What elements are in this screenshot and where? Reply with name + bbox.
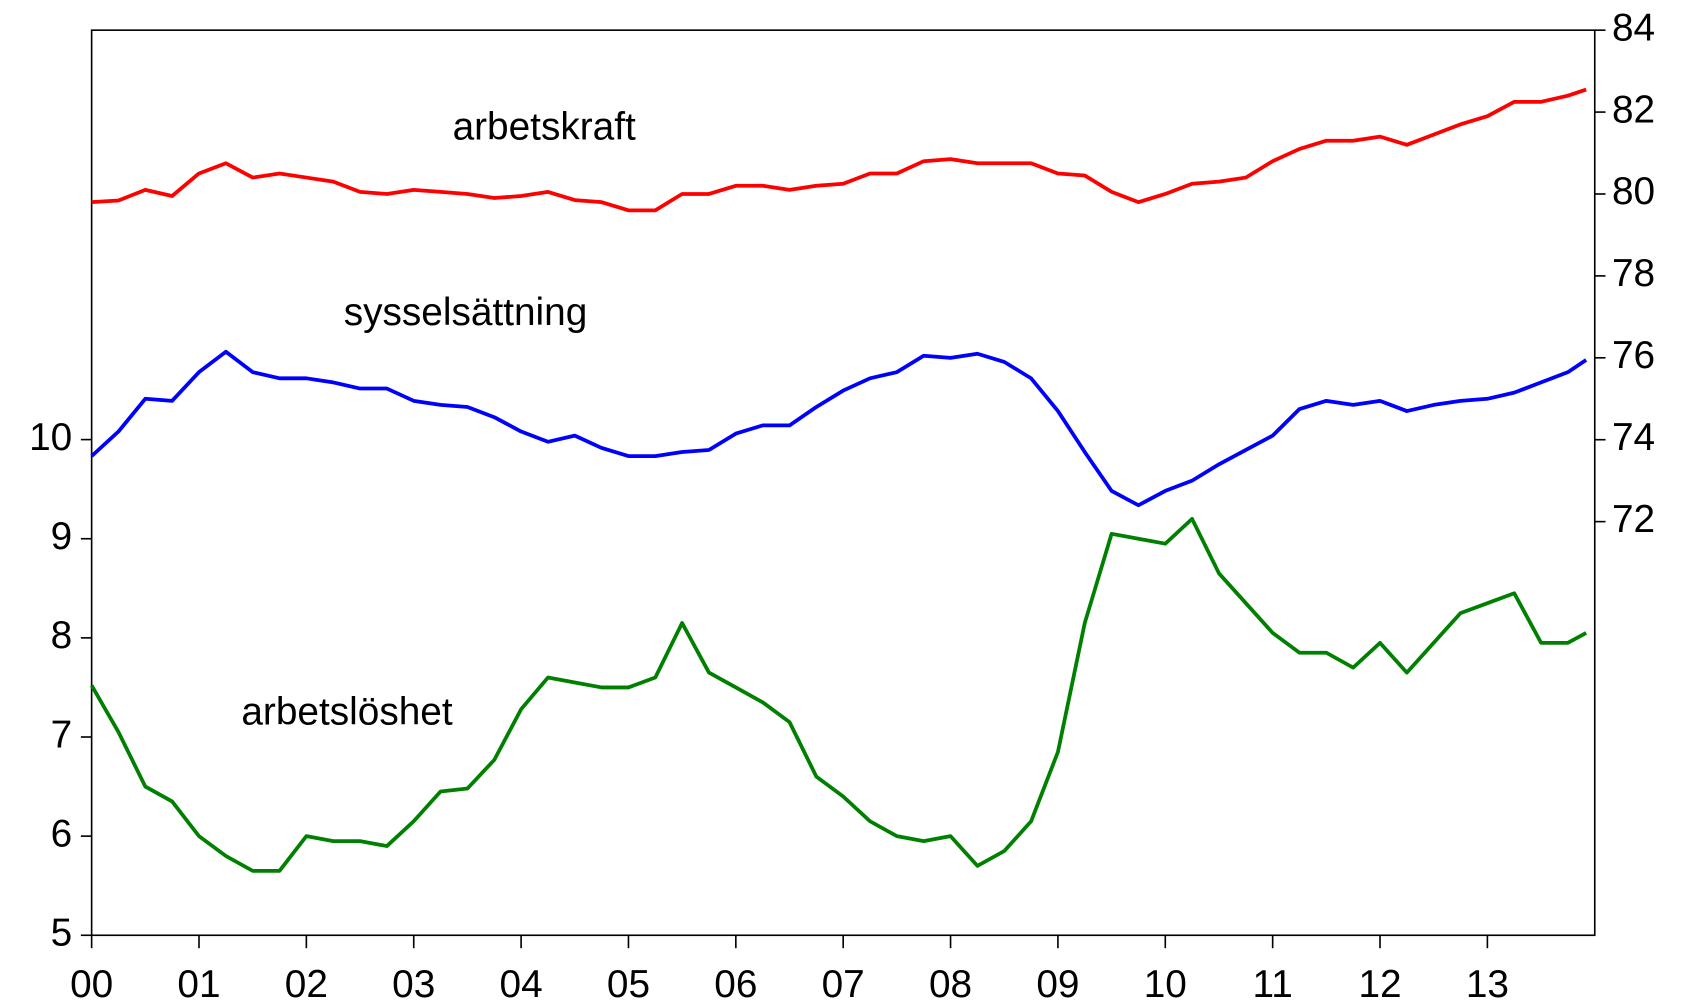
x-tick-label: 09 [1036, 963, 1079, 1001]
y2-tick-label: 72 [1612, 498, 1655, 541]
series-line [90, 517, 1588, 873]
x-tick-label: 02 [285, 963, 328, 1001]
y-tick-label: 9 [51, 515, 73, 558]
x-tick-label: 01 [177, 963, 220, 1001]
y-tick-label: 7 [51, 713, 73, 756]
x-tick-label: 06 [714, 963, 757, 1001]
y2-tick-label: 74 [1612, 416, 1655, 459]
y-tick-label: 6 [51, 812, 73, 855]
plot-frame [90, 29, 1596, 937]
y2-tick-label: 82 [1612, 88, 1655, 131]
x-tick-label: 05 [607, 963, 650, 1001]
series-line [91, 87, 1587, 213]
series-label: arbetslöshet [241, 691, 452, 734]
x-tick-label: 07 [822, 963, 865, 1001]
x-tick-label: 00 [70, 963, 113, 1001]
x-tick-label: 11 [1253, 963, 1293, 1001]
series-label: sysselsättning [344, 291, 588, 334]
y-tick-label: 5 [51, 912, 73, 955]
series-line [90, 349, 1588, 508]
y2-tick-label: 76 [1612, 334, 1655, 377]
y-tick-label: 8 [51, 614, 73, 657]
x-tick-label: 13 [1466, 963, 1509, 1001]
x-tick-label: 08 [929, 963, 972, 1001]
y2-tick-label: 80 [1612, 170, 1655, 213]
x-tick-label: 10 [1144, 963, 1187, 1001]
x-tick-label: 12 [1358, 963, 1401, 1001]
series-label: arbetskraft [453, 106, 636, 149]
x-tick-label: 04 [500, 963, 543, 1001]
y2-tick-label: 84 [1612, 6, 1655, 49]
y-tick-label: 10 [29, 416, 72, 459]
x-tick-label: 03 [392, 963, 435, 1001]
y2-tick-label: 78 [1612, 252, 1655, 295]
